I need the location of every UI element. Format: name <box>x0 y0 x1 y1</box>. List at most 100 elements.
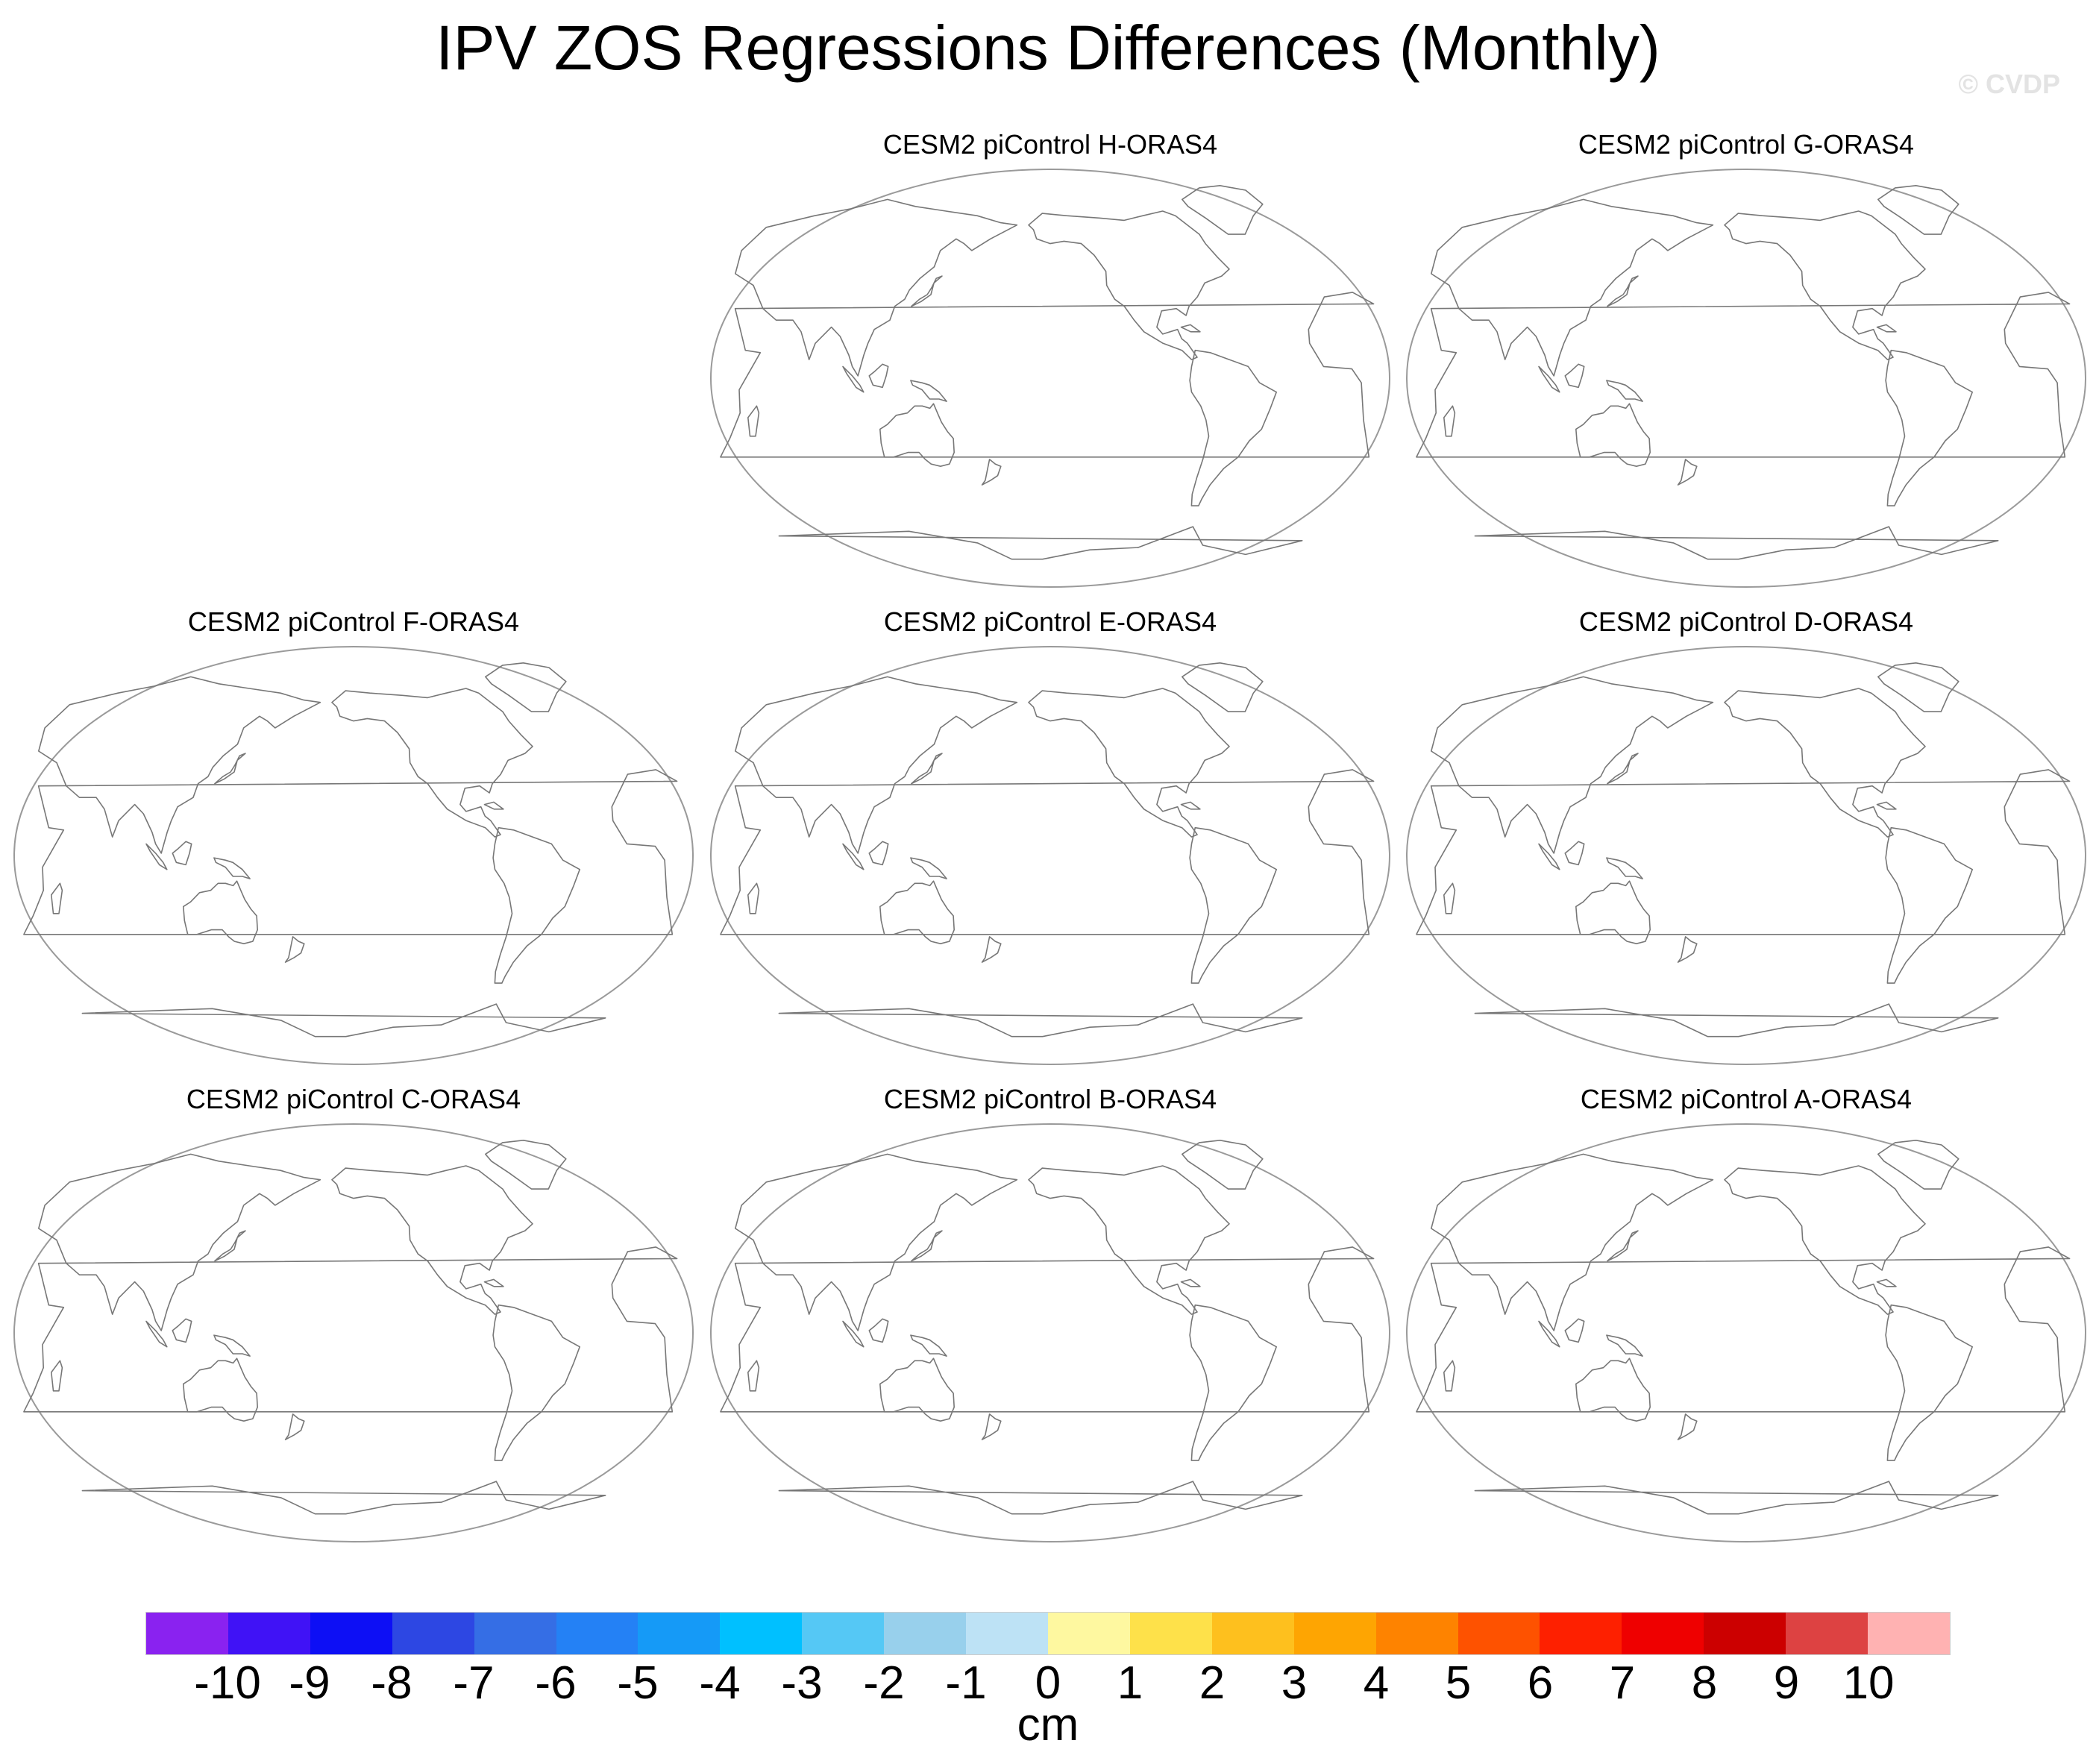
australia-coastline <box>879 403 955 467</box>
colorbar-swatch <box>556 1613 638 1654</box>
new-guinea-coastline <box>910 380 947 402</box>
colorbar-swatch <box>1622 1613 1704 1654</box>
world-map <box>13 1123 694 1542</box>
map-border <box>710 1123 1390 1542</box>
cvdp-watermark: © CVDP <box>1958 69 2060 99</box>
south-america-coastline <box>1189 826 1277 984</box>
eurasia-coastline <box>735 1153 1018 1331</box>
cuba-coastline <box>1876 1278 1897 1287</box>
colorbar <box>145 1612 1951 1655</box>
borneo-coastline <box>868 363 889 389</box>
new-guinea-coastline <box>1606 380 1643 402</box>
north-america-coastline <box>1028 688 1230 838</box>
new-guinea-coastline <box>213 1334 251 1357</box>
world-map <box>13 646 694 1065</box>
north-america-coastline <box>331 688 533 838</box>
sumatra-coastline <box>1538 843 1560 870</box>
africa-coastline <box>720 769 1375 935</box>
map-border <box>710 169 1390 588</box>
japan-coastline <box>214 753 246 785</box>
antarctica-coastline <box>778 526 1303 560</box>
colorbar-tick-label: -8 <box>371 1657 412 1709</box>
colorbar-swatch <box>1129 1613 1212 1654</box>
antarctica-coastline <box>81 1003 606 1038</box>
sumatra-coastline <box>145 1320 168 1348</box>
eurasia-coastline <box>38 676 321 854</box>
colorbar-swatch <box>802 1613 885 1654</box>
map-panel-g: CESM2 piControl G-ORAS4 <box>1403 128 2089 591</box>
colorbar-tick-label: -9 <box>289 1657 330 1709</box>
colorbar-tick-label: -6 <box>535 1657 577 1709</box>
map-panel-e: CESM2 piControl E-ORAS4 <box>707 606 1393 1068</box>
map-panel-d: CESM2 piControl D-ORAS4 <box>1403 606 2089 1068</box>
colorbar-swatch <box>474 1613 556 1654</box>
cuba-coastline <box>1876 801 1897 810</box>
south-america-coastline <box>492 826 580 984</box>
colorbar-tick-labels: -10 -9 -8 -7 -6 -5 -4 -3 -2 -1 0 1 2 3 4 5 6 7 8 9 10 <box>145 1657 1951 1710</box>
greenland-coastline <box>1877 662 1959 712</box>
antarctica-coastline <box>1474 1003 1999 1038</box>
colorbar-tick-label: 6 <box>1527 1657 1554 1709</box>
north-america-coastline <box>331 1165 533 1315</box>
colorbar-tick-label: -10 <box>194 1657 261 1709</box>
madagascar-coastline <box>1443 882 1456 914</box>
greenland-coastline <box>1182 1140 1264 1190</box>
borneo-coastline <box>868 841 889 866</box>
map-panel-f: CESM2 piControl F-ORAS4 <box>10 606 697 1068</box>
cuba-coastline <box>483 801 504 810</box>
eurasia-coastline <box>735 198 1018 377</box>
africa-coastline <box>23 769 678 935</box>
australia-coastline <box>1575 880 1651 944</box>
north-america-coastline <box>1724 1165 1926 1315</box>
south-america-coastline <box>1885 826 1973 984</box>
greenland-coastline <box>1182 662 1264 712</box>
sumatra-coastline <box>842 365 865 393</box>
map-border <box>1406 169 2086 588</box>
colorbar-swatch <box>884 1613 967 1654</box>
madagascar-coastline <box>747 882 760 914</box>
japan-coastline <box>911 1230 943 1262</box>
new-zealand-coastline <box>981 459 1002 486</box>
new-zealand-coastline <box>284 936 305 963</box>
colorbar-swatch <box>1211 1613 1294 1654</box>
world-map <box>710 1123 1390 1542</box>
colorbar-swatch <box>1540 1613 1622 1654</box>
sumatra-coastline <box>842 843 865 870</box>
colorbar-tick-label: 2 <box>1199 1657 1226 1709</box>
cuba-coastline <box>1180 801 1201 810</box>
new-zealand-coastline <box>1677 1413 1698 1440</box>
new-zealand-coastline <box>981 1413 1002 1440</box>
colorbar-tick-label: -4 <box>699 1657 741 1709</box>
colorbar-tick-label: 0 <box>1035 1657 1061 1709</box>
sumatra-coastline <box>1538 1320 1560 1348</box>
south-america-coastline <box>1189 349 1277 506</box>
australia-coastline <box>879 1357 955 1422</box>
japan-coastline <box>911 753 943 785</box>
colorbar-units: cm <box>1017 1699 1079 1751</box>
new-guinea-coastline <box>910 857 947 879</box>
cuba-coastline <box>1180 324 1201 333</box>
map-border <box>13 646 694 1065</box>
greenland-coastline <box>1877 185 1959 235</box>
greenland-coastline <box>485 662 567 712</box>
world-map <box>710 646 1390 1065</box>
africa-coastline <box>23 1246 678 1413</box>
colorbar-swatch <box>1868 1613 1950 1654</box>
colorbar-swatch <box>1704 1613 1786 1654</box>
greenland-coastline <box>1182 185 1264 235</box>
madagascar-coastline <box>51 1360 63 1392</box>
panel-title: CESM2 piControl H-ORAS4 <box>882 129 1218 160</box>
antarctica-coastline <box>1474 526 1999 560</box>
world-map <box>710 169 1390 588</box>
cuba-coastline <box>1180 1278 1201 1287</box>
panel-title: CESM2 piControl F-ORAS4 <box>187 606 520 637</box>
japan-coastline <box>1607 1230 1639 1262</box>
japan-coastline <box>1607 275 1639 307</box>
north-america-coastline <box>1028 210 1230 360</box>
sumatra-coastline <box>1538 365 1560 393</box>
panel-title: CESM2 piControl E-ORAS4 <box>883 606 1217 637</box>
eurasia-coastline <box>38 1153 321 1331</box>
world-map <box>1406 646 2086 1065</box>
australia-coastline <box>183 1357 258 1422</box>
colorbar-tick-label: -3 <box>781 1657 823 1709</box>
